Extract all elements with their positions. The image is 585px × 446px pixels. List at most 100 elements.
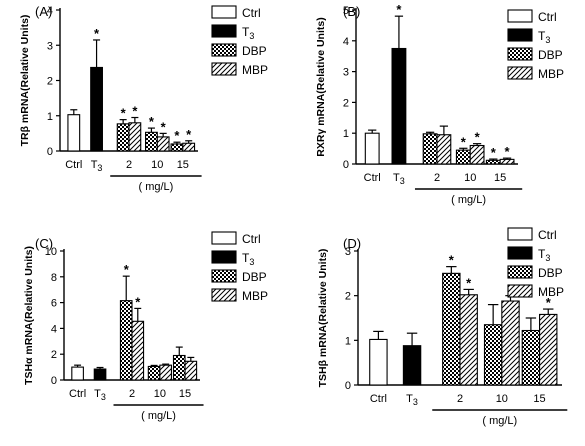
y-tick-label: 8 <box>51 272 57 284</box>
legend-swatch-dbp <box>507 265 533 279</box>
x-category-label: 2 <box>129 388 135 400</box>
legend-label: T3 <box>538 29 550 45</box>
significance-star: * <box>491 145 497 160</box>
legend-swatch-t3 <box>211 250 237 264</box>
bar-dbp <box>147 365 161 381</box>
y-tick-label: 5 <box>343 5 349 17</box>
y-tick-label: 3 <box>47 40 53 52</box>
x-category-label: Ctrl <box>65 159 82 171</box>
bar-t3 <box>93 368 107 381</box>
y-tick-label: 2 <box>343 97 349 109</box>
y-tick-label: 1 <box>345 335 351 347</box>
x-category-label: 15 <box>494 172 506 184</box>
y-tick-label: 1 <box>47 111 53 123</box>
legend-label: MBP <box>538 67 564 81</box>
significance-star: * <box>124 262 130 277</box>
bar-ctrl <box>364 132 380 165</box>
legend-swatch-mbp <box>211 62 237 76</box>
panel-tag: (D) <box>343 236 361 251</box>
panel-a: (A) TRβ mRNA(Relative Units) 0 1 2 3 4 * * * * * * * C… <box>19 4 268 193</box>
dose-label: ( mg/L) <box>482 415 517 427</box>
legend-label: MBP <box>242 63 268 77</box>
x-category-label: 10 <box>464 172 476 184</box>
bar-mbp <box>436 134 452 165</box>
bar-dbp <box>170 143 184 152</box>
significance-star: * <box>174 128 180 143</box>
x-category-label: 10 <box>151 159 163 171</box>
significance-star: * <box>466 275 472 290</box>
significance-star: * <box>475 130 481 145</box>
x-category-label: Ctrl <box>364 172 381 184</box>
y-axis-label: TSHβ mRNA(Relative Units) <box>317 249 329 388</box>
significance-star: * <box>121 106 127 121</box>
significance-star: * <box>449 253 455 268</box>
x-category-label: T3 <box>406 393 418 407</box>
significance-star: * <box>461 134 467 149</box>
legend-label: Ctrl <box>242 6 261 20</box>
y-axis-label: RXRγ mRNA(Relative Units) <box>315 17 327 156</box>
x-category-label: 15 <box>179 388 191 400</box>
legend: Ctrl T3 DBP MBP <box>211 5 268 77</box>
bar-dbp <box>119 300 133 381</box>
bar-mbp <box>501 300 520 386</box>
legend-swatch-mbp <box>211 288 237 302</box>
legend-label: Ctrl <box>538 228 557 242</box>
legend-label: T3 <box>242 251 254 267</box>
x-category-label: 15 <box>533 393 545 405</box>
legend-swatch-ctrl <box>211 231 237 245</box>
y-tick-label: 6 <box>51 298 57 310</box>
bar-t3 <box>90 66 103 152</box>
bar-dbp <box>116 123 130 152</box>
panel-d: (D)TSHβ mRNA(Relative Units)0123****Ctrl… <box>317 227 568 427</box>
dose-label: ( mg/L) <box>141 410 176 422</box>
x-category-label: 10 <box>496 393 508 405</box>
bar-t3 <box>391 47 407 165</box>
legend-swatch-ctrl <box>211 5 237 19</box>
panel-tag: (C) <box>35 236 53 251</box>
bar-ctrl <box>71 366 84 381</box>
bar-mbp <box>131 320 145 381</box>
x-category-label: 2 <box>126 159 132 171</box>
y-tick-label: 3 <box>345 246 351 258</box>
bar-mbp <box>159 364 172 381</box>
legend-label: DBP <box>242 270 267 284</box>
y-tick-label: 4 <box>343 36 349 48</box>
bar-dbp <box>422 133 438 165</box>
significance-star: * <box>149 114 155 129</box>
x-category-label: 2 <box>457 393 463 405</box>
legend: Ctrl T3 DBP MBP <box>507 9 564 81</box>
legend-label: T3 <box>538 247 550 263</box>
legend-swatch-t3 <box>211 24 237 38</box>
bar-mbp <box>539 313 558 386</box>
x-category-label: 10 <box>154 388 166 400</box>
y-axis-label: TRβ mRNA(Relative Units) <box>19 15 31 147</box>
legend-swatch-t3 <box>507 246 533 260</box>
legend-swatch-mbp <box>507 284 533 298</box>
significance-star: * <box>186 127 192 142</box>
y-tick-label: 2 <box>47 76 53 88</box>
significance-star: * <box>396 2 402 17</box>
legend-swatch-ctrl <box>507 227 533 241</box>
bar-ctrl <box>67 114 81 152</box>
x-category-label: Ctrl <box>370 393 387 405</box>
x-category-label: T3 <box>393 172 405 186</box>
bar-mbp <box>182 142 196 152</box>
significance-star: * <box>505 144 511 159</box>
dose-label: ( mg/L) <box>451 194 486 206</box>
legend-swatch-t3 <box>507 28 533 42</box>
legend-label: Ctrl <box>242 232 261 246</box>
x-category-label: 2 <box>434 172 440 184</box>
bar-mbp <box>156 136 170 152</box>
y-tick-label: 0 <box>345 380 351 392</box>
x-category-label: T3 <box>91 159 103 173</box>
bar-dbp <box>485 159 501 165</box>
legend-label: DBP <box>242 44 267 58</box>
bar-mbp <box>499 158 515 165</box>
legend-swatch-dbp <box>507 47 533 61</box>
y-tick-label: 0 <box>51 375 57 387</box>
legend-label: T3 <box>242 25 254 41</box>
legend-label: Ctrl <box>538 10 557 24</box>
bar-dbp <box>172 354 186 381</box>
legend-label: DBP <box>538 48 563 62</box>
